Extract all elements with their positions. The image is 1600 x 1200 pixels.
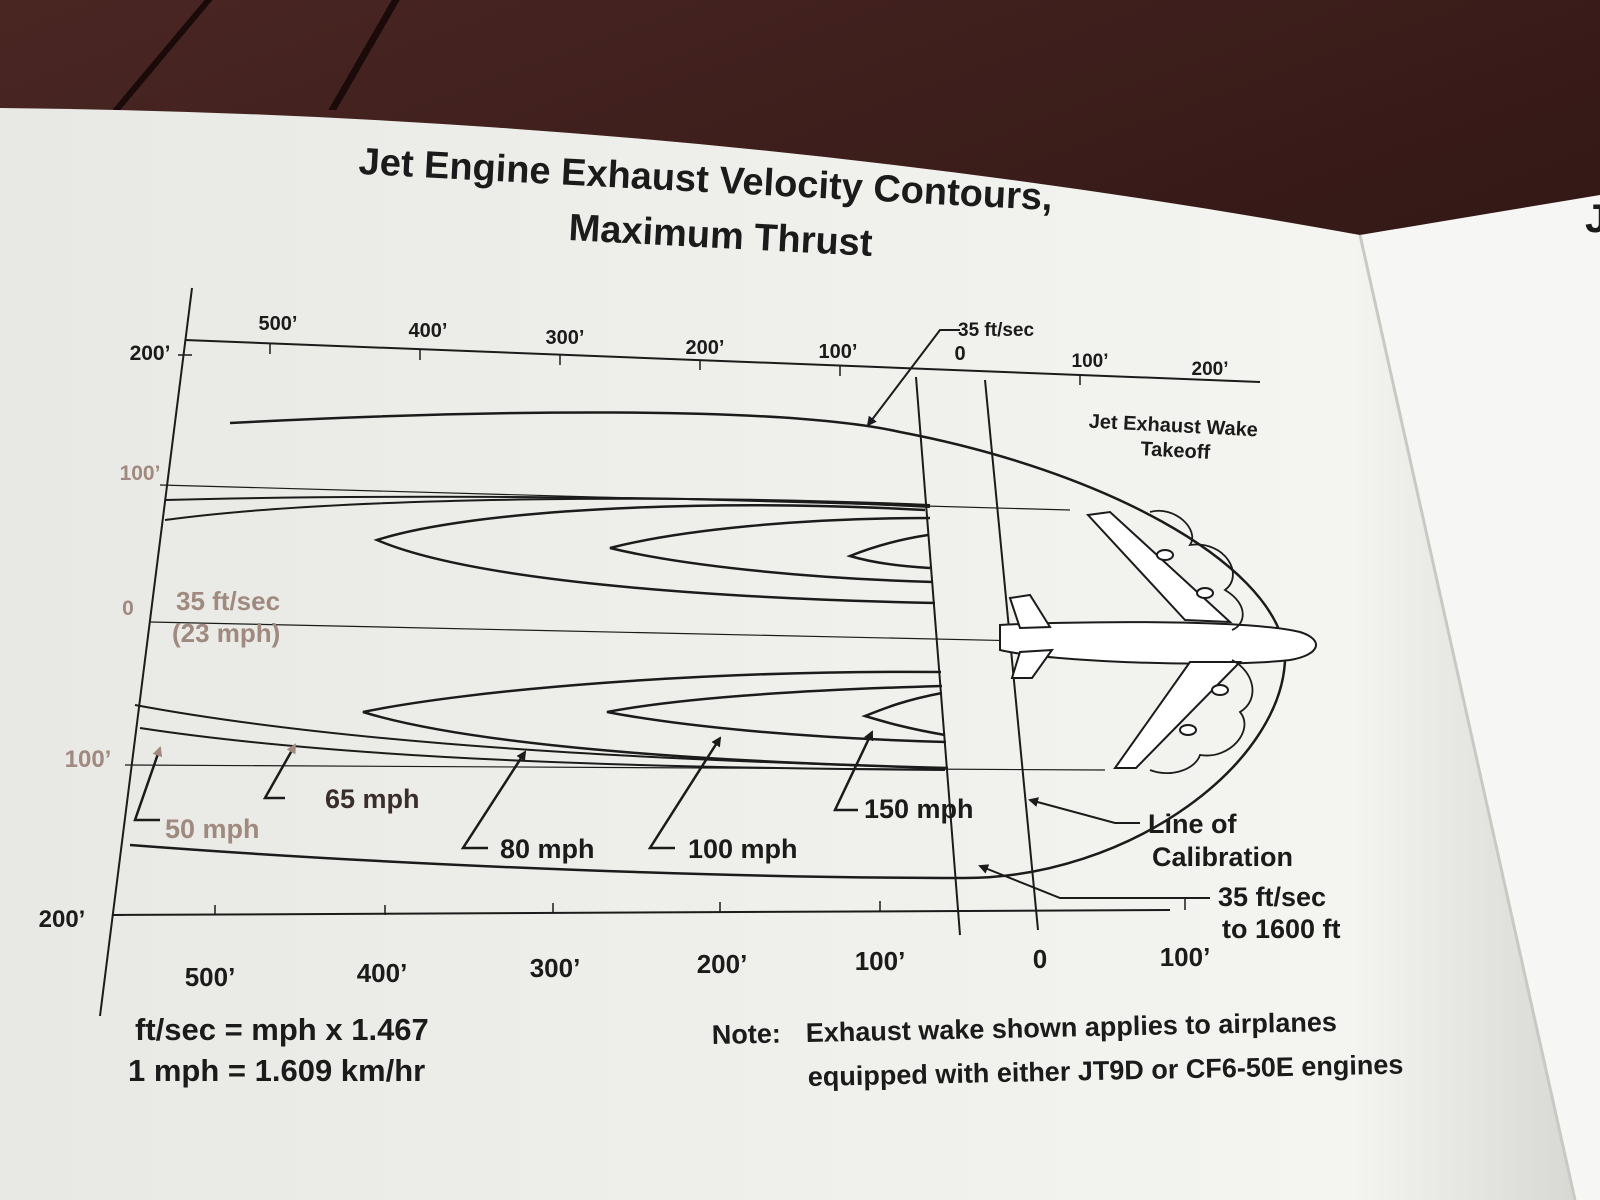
left-tick-100-top: 100’ [120,462,161,485]
label-35-ft-sec-top: 35 ft/sec [958,320,1034,341]
label-wake-line-2: Takeoff [1140,438,1211,464]
left-axis-line [99,287,193,1017]
label-80-mph: 80 mph [500,834,595,864]
top-axis-ticks [269,344,1081,385]
left-tick-0: 0 [122,597,134,620]
label-150-mph: 150 mph [864,794,974,824]
label-35-ft-sec-left: 35 ft/sec [176,586,280,616]
left-page [0,108,1590,1200]
contour-150-mph-lower [861,691,946,737]
top-tick-100: 100’ [819,341,858,363]
next-page-letter: J [1585,197,1600,241]
airplane-icon [999,509,1317,775]
label-35-ft-sec-range: 35 ft/sec [1218,882,1326,912]
top-tick-400: 400’ [409,320,448,342]
page-gutter [1358,234,1577,1200]
contour-80-mph-lower [362,670,949,770]
label-calibration: Calibration [1152,842,1293,872]
bottom-tick-200: 200’ [697,949,748,979]
bottom-tick-100-right: 100’ [1160,942,1211,972]
label-line-of: Line of [1148,809,1237,839]
top-tick-200: 200’ [686,337,725,359]
bottom-axis-line [111,909,1171,916]
left-tick-200-bottom: 200’ [39,906,86,933]
arrow-line-of-calibration [1028,797,1140,824]
top-tick-100-right: 100’ [1072,351,1109,372]
contour-65-mph-lower [139,727,946,771]
top-tick-500: 500’ [259,313,298,335]
zero-reference-line [984,379,1039,931]
label-23-mph-left: (23 mph) [172,618,280,648]
contour-150-mph-upper [846,533,931,570]
top-tick-0: 0 [954,343,965,365]
contour-50-mph-upper [164,497,931,521]
label-100-mph: 100 mph [688,834,798,864]
bottom-tick-400: 400’ [357,958,408,988]
label-65-mph: 65 mph [325,784,420,814]
contour-100-mph-upper [609,516,934,584]
conversion-line-2: 1 mph = 1.609 km/hr [128,1053,425,1088]
arrow-35-ft-sec-top [866,329,960,427]
calibration-line [915,376,961,936]
contour-65-mph-upper [164,495,931,508]
contour-100-mph-lower [606,684,947,744]
label-50-mph: 50 mph [165,814,260,844]
arrow-150-mph [833,730,874,812]
left-tick-100-bottom: 100’ [65,746,112,773]
arrow-100-mph [647,736,722,850]
bottom-tick-100: 100’ [855,946,906,976]
top-axis-line [184,339,1261,383]
bottom-axis-ticks [214,898,1186,915]
contour-50-mph-lower [134,704,946,769]
bottom-tick-500: 500’ [185,962,236,992]
conversion-line-1: ft/sec = mph x 1.467 [135,1012,429,1047]
arrow-35-ft-sec-range [978,864,1210,899]
bottom-tick-300: 300’ [530,953,581,983]
arrow-50-mph [133,746,163,822]
top-tick-300: 300’ [546,327,585,349]
note-label: Note: [711,1019,781,1050]
top-tick-200-right: 200’ [1192,359,1229,380]
left-tick-200-top: 200’ [130,342,171,365]
label-to-1600-ft: to 1600 ft [1222,914,1341,944]
right-page [1360,195,1600,1200]
bottom-tick-0: 0 [1033,944,1047,974]
contour-80-mph-upper [373,504,936,605]
arrow-65-mph [262,743,297,800]
arrow-80-mph [460,750,527,850]
